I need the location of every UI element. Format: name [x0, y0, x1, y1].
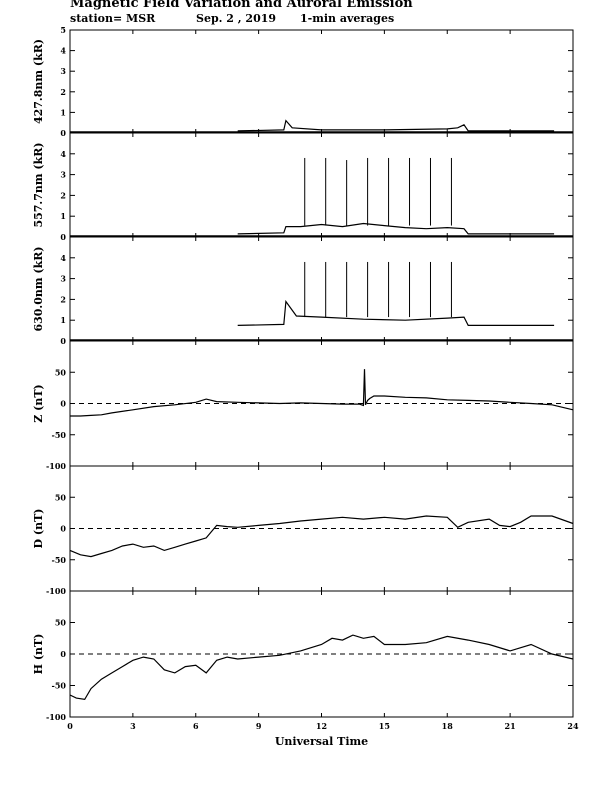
x-tick-label: 21: [505, 721, 516, 731]
y-tick-label: -100: [46, 461, 66, 471]
y-tick-label: 2: [60, 190, 66, 200]
y-tick-label: -50: [52, 681, 67, 691]
y-tick-label: -100: [46, 712, 66, 722]
y-tick-label: 1: [60, 107, 66, 117]
y-tick-label: 1: [60, 315, 66, 325]
y-tick-label: 3: [60, 170, 66, 180]
x-tick-label: 12: [316, 721, 327, 731]
y-tick-label: -50: [52, 555, 67, 565]
y-tick-label: 0: [60, 336, 66, 346]
series-line: [70, 369, 574, 417]
x-tick-label: 6: [193, 721, 199, 731]
y-axis-label: 557.7nm (kR): [32, 142, 45, 227]
y-tick-label: 0: [60, 524, 66, 534]
y-axis-label: 427.8nm (kR): [32, 39, 45, 124]
y-axis-label: H (nT): [32, 634, 45, 675]
y-tick-label: 2: [60, 294, 66, 304]
y-axis-label: 630.0nm (kR): [32, 246, 45, 331]
x-tick-label: 15: [379, 721, 390, 731]
x-tick-label: 3: [130, 721, 136, 731]
y-tick-label: 0: [60, 128, 66, 138]
y-tick-label: 50: [55, 618, 67, 628]
series-line: [237, 119, 555, 132]
y-tick-label: 2: [60, 87, 66, 97]
y-tick-label: 50: [55, 492, 67, 502]
panel-frame: [69, 29, 574, 134]
station-label: station= MSR: [70, 12, 156, 25]
chart-title: Magnetic Field Variation and Auroral Emi…: [70, 0, 413, 11]
y-tick-label: 4: [60, 253, 66, 263]
x-tick-label: 0: [67, 721, 73, 731]
series-line: [237, 299, 555, 326]
y-tick-label: 3: [60, 274, 66, 284]
x-tick-label: 24: [567, 721, 579, 731]
y-tick-label: 5: [60, 25, 66, 35]
x-tick-label: 9: [256, 721, 262, 731]
y-tick-label: 4: [60, 46, 66, 56]
date-label: Sep. 2 , 2019: [196, 12, 277, 25]
series-line: [69, 634, 574, 701]
y-tick-label: -50: [52, 430, 67, 440]
x-tick-label: 18: [442, 721, 454, 731]
y-tick-label: 1: [60, 211, 66, 221]
y-tick-label: 4: [60, 149, 66, 159]
y-axis-label: D (nT): [32, 509, 45, 549]
y-tick-label: -100: [46, 586, 66, 596]
y-tick-label: 0: [60, 649, 66, 659]
series-line: [237, 222, 555, 235]
y-axis-label: Z (nT): [32, 384, 45, 422]
y-tick-label: 0: [60, 232, 66, 242]
y-tick-label: 50: [55, 367, 67, 377]
y-tick-label: 0: [60, 399, 66, 409]
y-tick-label: 3: [60, 66, 66, 76]
averaging-label: 1-min averages: [300, 12, 395, 25]
panel-frame: [69, 132, 574, 238]
x-axis-label: Universal Time: [275, 735, 368, 748]
series-line: [69, 515, 574, 558]
